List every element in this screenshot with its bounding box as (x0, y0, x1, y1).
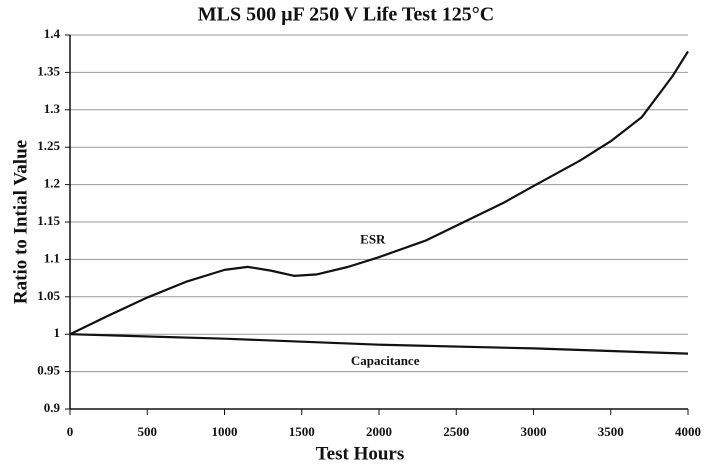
x-tick-label: 1000 (212, 424, 238, 439)
x-tick-label: 3000 (521, 424, 547, 439)
series-label: Capacitance (351, 353, 420, 368)
y-tick-label: 1.1 (44, 250, 60, 265)
y-tick-label: 1.4 (44, 26, 61, 41)
y-tick-label: 1.35 (37, 63, 60, 78)
y-tick-label: 1.15 (37, 213, 60, 228)
series-line (69, 333, 689, 355)
chart-title: MLS 500 µF 250 V Life Test 125°C (198, 4, 494, 26)
y-tick-label: 0.9 (44, 400, 61, 415)
y-tick-label: 1 (54, 325, 61, 340)
series-line (69, 50, 689, 336)
x-tick-label: 2000 (366, 424, 392, 439)
x-tick-label: 1500 (289, 424, 315, 439)
y-tick-label: 1.05 (37, 288, 60, 303)
series-label: ESR (360, 232, 386, 247)
x-axis-label: Test Hours (316, 443, 405, 464)
x-tick-label: 4000 (675, 424, 701, 439)
y-tick-label: 1.25 (37, 138, 60, 153)
x-tick-label: 2500 (443, 424, 469, 439)
x-tick-label: 3500 (598, 424, 624, 439)
y-tick-label: 1.3 (44, 101, 61, 116)
y-tick-label: 0.95 (37, 363, 60, 378)
x-tick-label: 0 (67, 424, 74, 439)
y-tick-label: 1.2 (44, 176, 60, 191)
y-axis-label: Ratio to Intial Value (10, 140, 31, 304)
x-tick-label: 500 (138, 424, 158, 439)
